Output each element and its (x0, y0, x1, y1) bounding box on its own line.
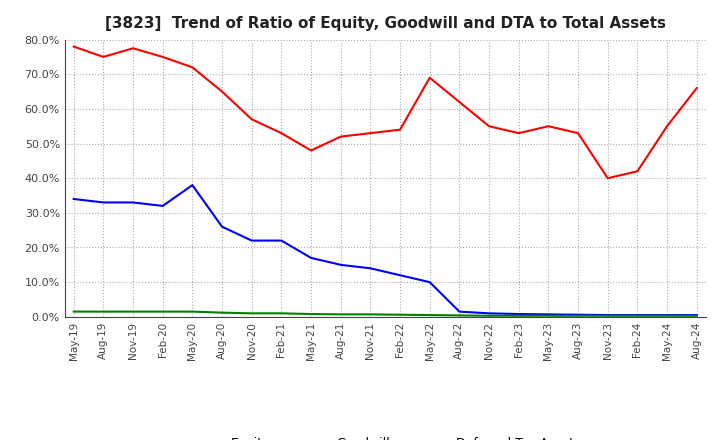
Deferred Tax Assets (396, 312, 405, 317)
Deferred Tax Assets (603, 313, 612, 319)
Line: Equity: Equity (73, 47, 697, 178)
Goodwill (69, 196, 78, 202)
Equity (693, 85, 701, 91)
Equity (662, 124, 671, 129)
Deferred Tax Assets (693, 313, 701, 319)
Equity (69, 44, 78, 49)
Equity (158, 54, 167, 59)
Goodwill (544, 312, 553, 317)
Deferred Tax Assets (574, 313, 582, 319)
Goodwill (366, 266, 374, 271)
Deferred Tax Assets (514, 313, 523, 319)
Deferred Tax Assets (307, 312, 315, 317)
Equity (514, 131, 523, 136)
Equity (455, 99, 464, 105)
Goodwill (248, 238, 256, 243)
Goodwill (693, 312, 701, 318)
Equity (129, 46, 138, 51)
Equity (99, 54, 108, 59)
Deferred Tax Assets (485, 313, 493, 319)
Equity (307, 148, 315, 153)
Equity (248, 117, 256, 122)
Equity (396, 127, 405, 132)
Deferred Tax Assets (188, 309, 197, 314)
Equity (217, 89, 226, 94)
Deferred Tax Assets (366, 312, 374, 317)
Deferred Tax Assets (336, 312, 345, 317)
Line: Goodwill: Goodwill (73, 185, 697, 315)
Goodwill (158, 203, 167, 209)
Goodwill (188, 183, 197, 188)
Goodwill (574, 312, 582, 317)
Equity (603, 176, 612, 181)
Equity (188, 65, 197, 70)
Equity (633, 169, 642, 174)
Goodwill (99, 200, 108, 205)
Deferred Tax Assets (426, 312, 434, 318)
Equity (426, 75, 434, 81)
Goodwill (277, 238, 286, 243)
Goodwill (217, 224, 226, 229)
Deferred Tax Assets (544, 313, 553, 319)
Title: [3823]  Trend of Ratio of Equity, Goodwill and DTA to Total Assets: [3823] Trend of Ratio of Equity, Goodwil… (104, 16, 666, 32)
Goodwill (603, 312, 612, 318)
Goodwill (426, 279, 434, 285)
Equity (574, 131, 582, 136)
Equity (485, 124, 493, 129)
Equity (277, 131, 286, 136)
Deferred Tax Assets (248, 311, 256, 316)
Goodwill (633, 312, 642, 318)
Goodwill (485, 311, 493, 316)
Line: Deferred Tax Assets: Deferred Tax Assets (73, 312, 697, 316)
Equity (366, 131, 374, 136)
Equity (336, 134, 345, 139)
Deferred Tax Assets (455, 313, 464, 318)
Goodwill (662, 312, 671, 318)
Deferred Tax Assets (99, 309, 108, 314)
Deferred Tax Assets (129, 309, 138, 314)
Goodwill (336, 262, 345, 268)
Equity (544, 124, 553, 129)
Goodwill (514, 312, 523, 317)
Deferred Tax Assets (69, 309, 78, 314)
Legend: Equity, Goodwill, Deferred Tax Assets: Equity, Goodwill, Deferred Tax Assets (184, 432, 586, 440)
Deferred Tax Assets (158, 309, 167, 314)
Deferred Tax Assets (633, 313, 642, 319)
Goodwill (307, 255, 315, 260)
Deferred Tax Assets (217, 310, 226, 315)
Goodwill (455, 309, 464, 314)
Deferred Tax Assets (662, 313, 671, 319)
Goodwill (129, 200, 138, 205)
Deferred Tax Assets (277, 311, 286, 316)
Goodwill (396, 272, 405, 278)
